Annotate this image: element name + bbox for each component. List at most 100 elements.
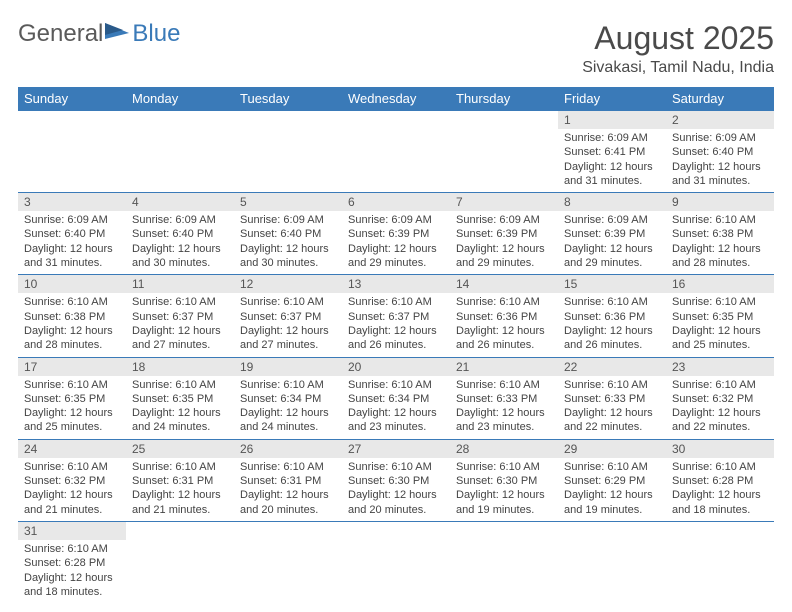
calendar-row: 17Sunrise: 6:10 AMSunset: 6:35 PMDayligh… [18, 357, 774, 439]
day-number: 29 [558, 440, 666, 458]
day-number: 31 [18, 522, 126, 540]
sunrise-line: Sunrise: 6:10 AM [672, 460, 768, 474]
calendar-row: 31Sunrise: 6:10 AMSunset: 6:28 PMDayligh… [18, 521, 774, 603]
weekday-header: Tuesday [234, 87, 342, 111]
day-number: 14 [450, 275, 558, 293]
calendar-cell: 2Sunrise: 6:09 AMSunset: 6:40 PMDaylight… [666, 111, 774, 193]
daylight-line: Daylight: 12 hours and 23 minutes. [348, 406, 444, 435]
sunset-line: Sunset: 6:35 PM [672, 310, 768, 324]
day-number: 10 [18, 275, 126, 293]
weekday-header: Friday [558, 87, 666, 111]
calendar-cell [18, 111, 126, 193]
calendar-cell [450, 521, 558, 603]
day-body: Sunrise: 6:10 AMSunset: 6:36 PMDaylight:… [450, 293, 558, 356]
day-body: Sunrise: 6:10 AMSunset: 6:37 PMDaylight:… [342, 293, 450, 356]
calendar-cell [342, 521, 450, 603]
weekday-header: Thursday [450, 87, 558, 111]
calendar-cell [234, 521, 342, 603]
calendar-cell: 20Sunrise: 6:10 AMSunset: 6:34 PMDayligh… [342, 357, 450, 439]
daylight-line: Daylight: 12 hours and 19 minutes. [456, 488, 552, 517]
calendar-cell: 4Sunrise: 6:09 AMSunset: 6:40 PMDaylight… [126, 193, 234, 275]
day-number: 11 [126, 275, 234, 293]
daylight-line: Daylight: 12 hours and 26 minutes. [456, 324, 552, 353]
day-number: 18 [126, 358, 234, 376]
calendar-row: 1Sunrise: 6:09 AMSunset: 6:41 PMDaylight… [18, 111, 774, 193]
daylight-line: Daylight: 12 hours and 18 minutes. [24, 571, 120, 600]
calendar-row: 10Sunrise: 6:10 AMSunset: 6:38 PMDayligh… [18, 275, 774, 357]
day-number: 30 [666, 440, 774, 458]
calendar-cell: 9Sunrise: 6:10 AMSunset: 6:38 PMDaylight… [666, 193, 774, 275]
sunrise-line: Sunrise: 6:10 AM [456, 378, 552, 392]
calendar-cell: 11Sunrise: 6:10 AMSunset: 6:37 PMDayligh… [126, 275, 234, 357]
sunset-line: Sunset: 6:33 PM [564, 392, 660, 406]
daylight-line: Daylight: 12 hours and 31 minutes. [24, 242, 120, 271]
sunset-line: Sunset: 6:37 PM [240, 310, 336, 324]
calendar-cell [666, 521, 774, 603]
day-body: Sunrise: 6:09 AMSunset: 6:40 PMDaylight:… [18, 211, 126, 274]
sunrise-line: Sunrise: 6:10 AM [132, 378, 228, 392]
sunset-line: Sunset: 6:37 PM [132, 310, 228, 324]
calendar-cell: 6Sunrise: 6:09 AMSunset: 6:39 PMDaylight… [342, 193, 450, 275]
calendar-cell [450, 111, 558, 193]
day-body: Sunrise: 6:10 AMSunset: 6:34 PMDaylight:… [234, 376, 342, 439]
sunset-line: Sunset: 6:40 PM [240, 227, 336, 241]
daylight-line: Daylight: 12 hours and 25 minutes. [24, 406, 120, 435]
day-body: Sunrise: 6:10 AMSunset: 6:37 PMDaylight:… [234, 293, 342, 356]
sunset-line: Sunset: 6:40 PM [24, 227, 120, 241]
day-number: 13 [342, 275, 450, 293]
daylight-line: Daylight: 12 hours and 25 minutes. [672, 324, 768, 353]
day-number: 4 [126, 193, 234, 211]
logo-text-general: General [18, 20, 103, 48]
day-number: 5 [234, 193, 342, 211]
sunrise-line: Sunrise: 6:10 AM [24, 378, 120, 392]
sunrise-line: Sunrise: 6:10 AM [672, 213, 768, 227]
sunset-line: Sunset: 6:34 PM [240, 392, 336, 406]
daylight-line: Daylight: 12 hours and 20 minutes. [348, 488, 444, 517]
sunrise-line: Sunrise: 6:10 AM [348, 378, 444, 392]
calendar-cell: 8Sunrise: 6:09 AMSunset: 6:39 PMDaylight… [558, 193, 666, 275]
daylight-line: Daylight: 12 hours and 31 minutes. [564, 160, 660, 189]
day-number: 9 [666, 193, 774, 211]
sunset-line: Sunset: 6:39 PM [456, 227, 552, 241]
calendar-cell: 31Sunrise: 6:10 AMSunset: 6:28 PMDayligh… [18, 521, 126, 603]
sunrise-line: Sunrise: 6:10 AM [456, 295, 552, 309]
day-body: Sunrise: 6:10 AMSunset: 6:30 PMDaylight:… [342, 458, 450, 521]
sunrise-line: Sunrise: 6:10 AM [564, 378, 660, 392]
day-body: Sunrise: 6:09 AMSunset: 6:39 PMDaylight:… [558, 211, 666, 274]
sunrise-line: Sunrise: 6:10 AM [240, 378, 336, 392]
sunset-line: Sunset: 6:29 PM [564, 474, 660, 488]
sunrise-line: Sunrise: 6:10 AM [348, 460, 444, 474]
day-body: Sunrise: 6:10 AMSunset: 6:31 PMDaylight:… [126, 458, 234, 521]
day-body: Sunrise: 6:10 AMSunset: 6:32 PMDaylight:… [666, 376, 774, 439]
month-title: August 2025 [582, 20, 774, 57]
location: Sivakasi, Tamil Nadu, India [582, 59, 774, 77]
sunset-line: Sunset: 6:36 PM [564, 310, 660, 324]
day-number: 21 [450, 358, 558, 376]
day-body: Sunrise: 6:10 AMSunset: 6:28 PMDaylight:… [18, 540, 126, 603]
calendar-cell: 14Sunrise: 6:10 AMSunset: 6:36 PMDayligh… [450, 275, 558, 357]
weekday-header: Monday [126, 87, 234, 111]
title-block: August 2025 Sivakasi, Tamil Nadu, India [582, 20, 774, 77]
calendar-cell [342, 111, 450, 193]
sunrise-line: Sunrise: 6:09 AM [24, 213, 120, 227]
sunset-line: Sunset: 6:40 PM [672, 145, 768, 159]
sunrise-line: Sunrise: 6:09 AM [132, 213, 228, 227]
daylight-line: Daylight: 12 hours and 28 minutes. [24, 324, 120, 353]
day-number: 23 [666, 358, 774, 376]
sunset-line: Sunset: 6:31 PM [240, 474, 336, 488]
sunrise-line: Sunrise: 6:10 AM [672, 295, 768, 309]
day-number: 17 [18, 358, 126, 376]
calendar-row: 3Sunrise: 6:09 AMSunset: 6:40 PMDaylight… [18, 193, 774, 275]
daylight-line: Daylight: 12 hours and 24 minutes. [240, 406, 336, 435]
calendar-cell: 3Sunrise: 6:09 AMSunset: 6:40 PMDaylight… [18, 193, 126, 275]
day-body: Sunrise: 6:10 AMSunset: 6:29 PMDaylight:… [558, 458, 666, 521]
day-number: 6 [342, 193, 450, 211]
sunrise-line: Sunrise: 6:10 AM [240, 295, 336, 309]
header: General Blue August 2025 Sivakasi, Tamil… [18, 20, 774, 77]
sunset-line: Sunset: 6:36 PM [456, 310, 552, 324]
sunrise-line: Sunrise: 6:10 AM [24, 542, 120, 556]
sunrise-line: Sunrise: 6:10 AM [132, 295, 228, 309]
day-body: Sunrise: 6:10 AMSunset: 6:35 PMDaylight:… [666, 293, 774, 356]
day-body: Sunrise: 6:10 AMSunset: 6:33 PMDaylight:… [450, 376, 558, 439]
sunset-line: Sunset: 6:40 PM [132, 227, 228, 241]
